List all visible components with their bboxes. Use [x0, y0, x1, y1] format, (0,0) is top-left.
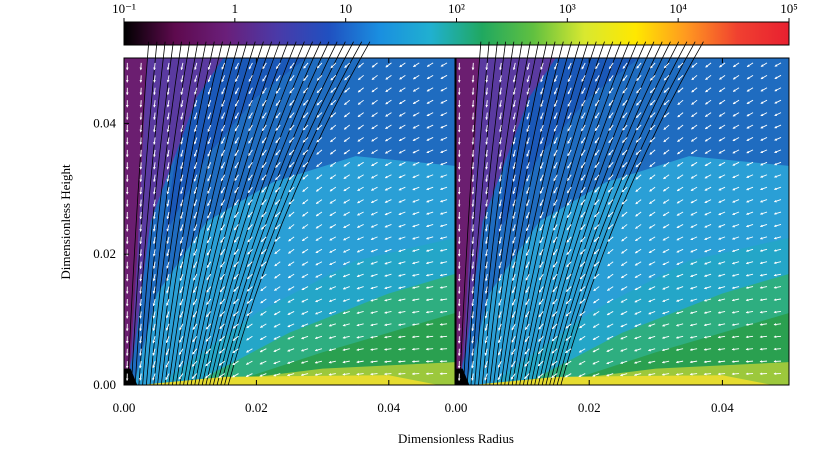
colorbar-tick-label: 10⁵ — [780, 1, 798, 16]
flow-arrow — [473, 187, 474, 194]
panel — [456, 42, 789, 385]
flow-arrow — [141, 162, 142, 169]
flow-arrow — [426, 349, 433, 350]
flow-arrow — [718, 374, 725, 375]
y-tick-label: 0.04 — [93, 115, 116, 130]
flow-arrow — [732, 374, 739, 375]
y-tick-label: 0.00 — [93, 377, 116, 392]
flow-arrow — [141, 175, 142, 182]
flow-arrow — [473, 125, 474, 132]
flow-arrow — [440, 336, 447, 337]
flow-arrow — [141, 125, 142, 132]
x-tick-label: 0.00 — [445, 400, 468, 415]
colorbar-tick-label: 10³ — [559, 1, 576, 16]
flow-arrow — [774, 336, 781, 337]
flow-arrow — [746, 361, 753, 362]
colorbar-tick-label: 10⁴ — [669, 1, 687, 16]
colorbar-tick-label: 10² — [448, 1, 465, 16]
flow-arrow — [473, 137, 474, 144]
y-axis-label: Dimensionless Height — [58, 164, 73, 280]
x-tick-label: 0.02 — [578, 400, 601, 415]
x-axis-label: Dimensionless Radius — [398, 431, 514, 446]
flow-arrow — [141, 200, 142, 207]
colorbar — [124, 22, 789, 45]
flow-arrow — [398, 374, 405, 375]
flow-arrow — [412, 361, 419, 362]
flow-arrow — [760, 349, 767, 350]
x-tick-label: 0.04 — [711, 400, 734, 415]
flow-arrow — [473, 175, 474, 182]
flow-arrow — [141, 150, 142, 157]
flow-arrow — [473, 150, 474, 157]
flow-arrow — [141, 113, 142, 120]
flow-arrow — [141, 137, 142, 144]
flow-arrow — [384, 374, 391, 375]
y-tick-label: 0.02 — [93, 246, 116, 261]
flow-arrow — [473, 113, 474, 120]
x-tick-label: 0.04 — [377, 400, 400, 415]
panel — [124, 42, 455, 385]
x-tick-label: 0.02 — [245, 400, 268, 415]
colorbar-tick-label: 10⁻¹ — [112, 1, 136, 16]
flow-arrow — [141, 187, 142, 194]
colorbar-tick-label: 1 — [232, 1, 239, 16]
flow-arrow — [473, 200, 474, 207]
flow-arrow — [473, 162, 474, 169]
x-tick-label: 0.00 — [113, 400, 136, 415]
colorbar-tick-label: 10 — [339, 1, 352, 16]
